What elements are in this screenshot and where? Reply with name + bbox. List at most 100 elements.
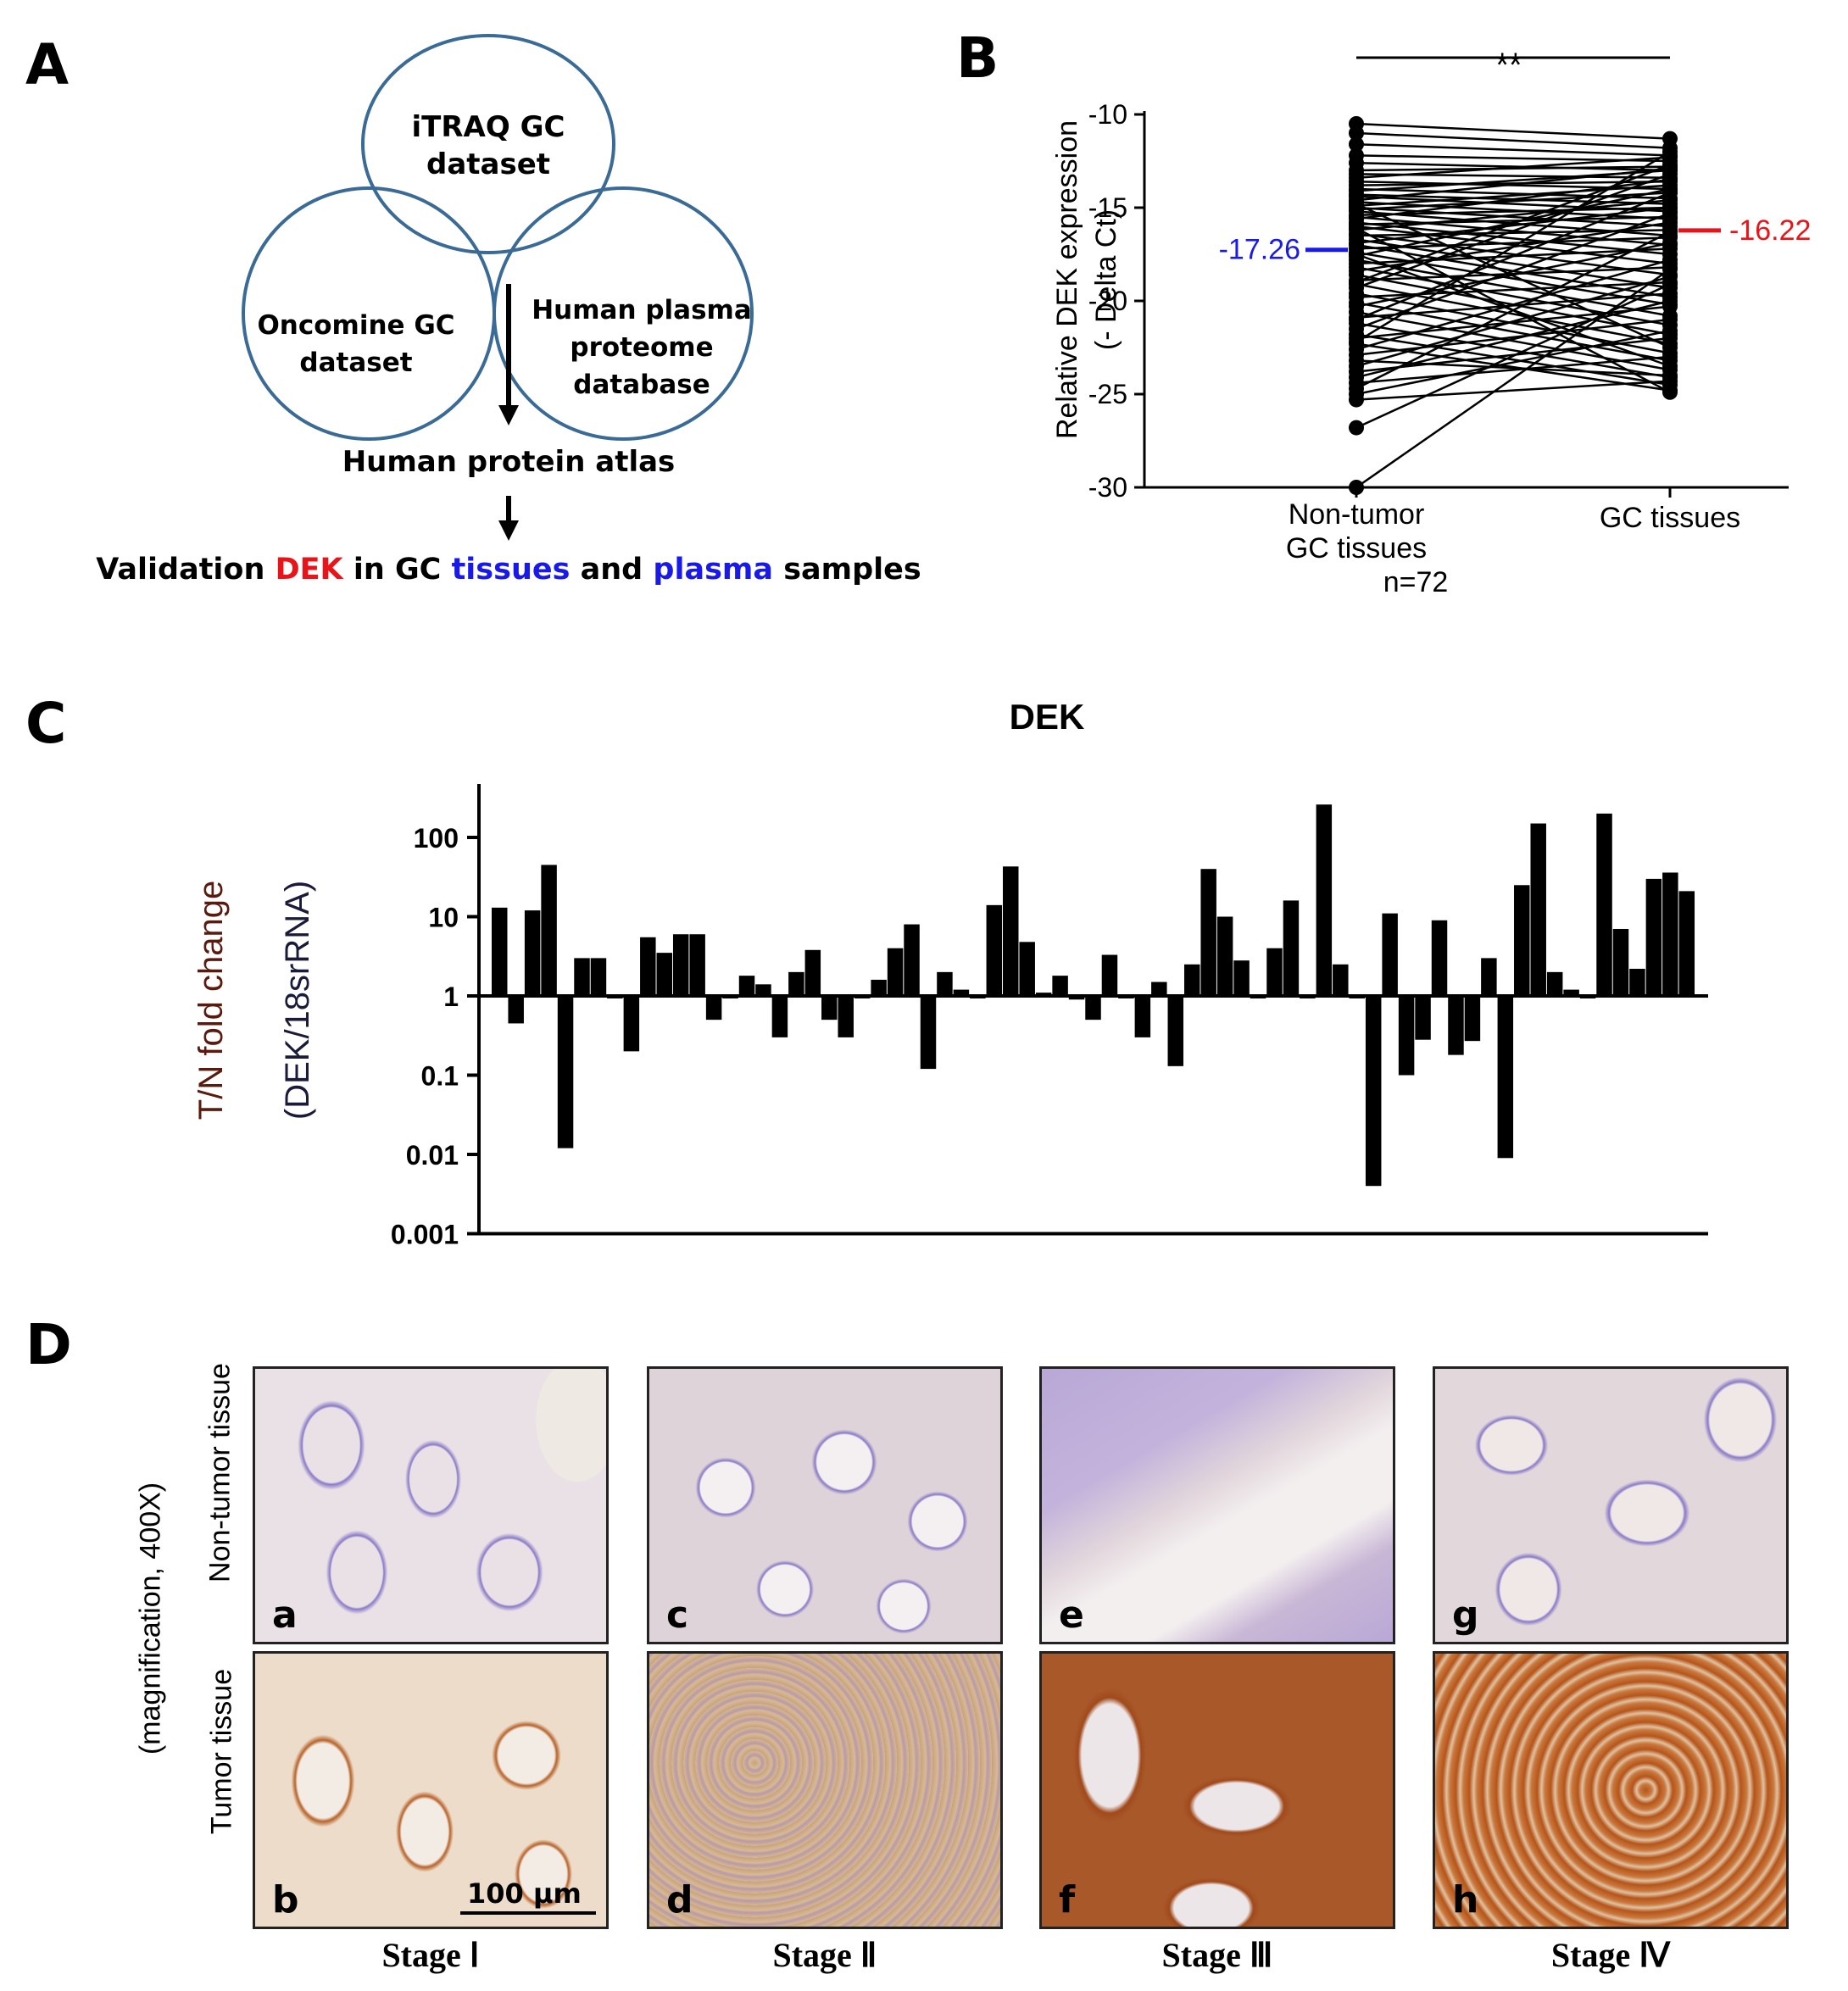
scale-bar-label: 100 μm: [467, 1877, 582, 1910]
chart-c-bar: [1300, 996, 1316, 998]
micrograph-a: a: [253, 1366, 609, 1644]
chart-c-bar: [1200, 869, 1216, 996]
chart-c-bar: [1546, 971, 1563, 996]
chart-b-pair-line: [1355, 187, 1671, 200]
chart-b-pair-line: [1355, 236, 1671, 250]
chart-b-point-nontumor: [1349, 392, 1364, 408]
chart-c-bar: [1365, 996, 1382, 1187]
chart-b-pair-line: [1355, 329, 1671, 396]
chart-b-significance: **: [1495, 47, 1522, 84]
chart-c-bar: [656, 953, 672, 996]
chart-b-pair-line: [1355, 156, 1671, 180]
scale-bar: [460, 1911, 596, 1915]
micrograph-label-d: d: [666, 1878, 693, 1921]
chart-b-xtick-label: GC tissues: [1286, 532, 1427, 564]
chart-b-point-gc: [1662, 312, 1678, 327]
chart-c-bar: [1579, 996, 1596, 998]
chart-b-point-nontumor: [1349, 247, 1364, 262]
chart-c-bar: [1448, 996, 1464, 1055]
chart-b-pair-line: [1355, 283, 1671, 429]
micrograph-e: e: [1039, 1366, 1395, 1644]
chart-b-point-gc: [1662, 205, 1678, 221]
venn-label-plasma-line3: database: [573, 370, 710, 400]
chart-b-ytick-label: -15: [1088, 192, 1127, 223]
chart-b-pair-line: [1355, 355, 1671, 385]
chart-c-bar: [1349, 996, 1365, 998]
validation-w7: samples: [773, 553, 921, 587]
chart-b-ytick-label: -20: [1088, 286, 1127, 316]
chart-c-bar: [705, 996, 722, 1021]
chart-c-bar: [738, 976, 755, 996]
chart-c-bar: [557, 996, 574, 1148]
validation-w5: and: [570, 553, 654, 587]
chart-b-ytick-label: -30: [1088, 472, 1127, 503]
panel-letter-b: B: [956, 25, 999, 91]
chart-b-pair-line: [1355, 131, 1671, 149]
chart-b-pair-line: [1355, 192, 1671, 211]
chart-b-pair-line: [1355, 164, 1671, 284]
row-label-tumor: Tumor tissue: [205, 1668, 238, 1835]
panel-letter-c: C: [25, 691, 67, 756]
chart-c-bar: [1481, 958, 1497, 996]
chart-b-point-nontumor: [1349, 480, 1364, 495]
micrograph-label-a: a: [272, 1593, 298, 1637]
micrograph-f: f: [1039, 1651, 1395, 1929]
chart-b-point-gc: [1662, 323, 1678, 339]
chart-c-bar: [1645, 878, 1662, 996]
chart-c-bar: [1398, 996, 1415, 1076]
chart-b-pair-line: [1355, 206, 1671, 217]
chart-b-pair-line: [1355, 227, 1671, 393]
validation-tissues: tissues: [451, 553, 571, 587]
chart-c-axes: 100 10 1 0.1 0.01 0.001: [391, 784, 1708, 1250]
venn-circle-itraq: [361, 34, 615, 254]
chart-c-ytick-label: 1: [443, 982, 459, 1012]
chart-b-point-nontumor: [1349, 196, 1364, 212]
validation-plasma: plasma: [653, 553, 774, 587]
chart-b-pair-line: [1355, 299, 1671, 379]
chart-c-bar: [1167, 996, 1184, 1066]
chart-b-point-gc: [1662, 235, 1678, 251]
venn-label-itraq-line1: iTRAQ GC: [411, 110, 565, 144]
chart-c-bar: [953, 989, 970, 996]
micrograph-g: g: [1433, 1366, 1789, 1644]
chart-c-bar: [804, 949, 821, 996]
chart-c-bar: [970, 996, 986, 998]
chart-c-bar: [1629, 968, 1645, 996]
chart-c-ylabel: T/N fold change: [192, 881, 230, 1120]
chart-c-bar: [1415, 996, 1431, 1040]
chart-b-point-gc: [1662, 293, 1678, 309]
chart-b-xtick-label: Non-tumor: [1289, 498, 1425, 531]
chart-b-pair-line: [1355, 333, 1671, 387]
chart-b-pair-line: [1355, 206, 1671, 228]
chart-c-bar: [574, 958, 590, 996]
chart-c-ytick-label: 0.01: [406, 1140, 459, 1171]
chart-c-bar: [1612, 928, 1629, 996]
chart-c-bar: [1514, 885, 1530, 996]
chart-c-bar: [640, 937, 656, 996]
chart-b-pair-line: [1355, 318, 1671, 357]
chart-c-bar: [755, 984, 771, 996]
chart-b-point-nontumor: [1349, 312, 1364, 327]
chart-c-ytick-label: 0.1: [421, 1061, 459, 1092]
chart-c-bar: [541, 865, 557, 996]
chart-c-bar: [1085, 996, 1101, 1021]
validation-dek: DEK: [275, 553, 343, 587]
chart-b-ylabel: Relative DEK expression: [1051, 120, 1083, 439]
chart-b-pair-line: [1355, 232, 1671, 276]
venn-label-plasma-line1: Human plasma: [532, 295, 752, 325]
chart-b-pair-line: [1355, 215, 1671, 226]
chart-b-pair-line: [1355, 142, 1671, 157]
chart-b-point-gc: [1662, 185, 1678, 201]
chart-c-bar: [904, 924, 920, 996]
chart-b-point-nontumor: [1349, 275, 1364, 290]
chart-c-bar: [1266, 948, 1283, 996]
chart-c-bar: [607, 996, 623, 998]
chart-c-bar: [1151, 982, 1167, 996]
validation-sentence: Validation DEK in GC tissues and plasma …: [51, 553, 966, 587]
venn-circle-plasma: [493, 186, 754, 441]
chart-c-bar: [937, 971, 953, 996]
chart-b-mean-label-gc: -16.22: [1729, 214, 1811, 247]
chart-b-pair-line: [1355, 275, 1671, 368]
chart-c-bar: [1283, 900, 1300, 996]
